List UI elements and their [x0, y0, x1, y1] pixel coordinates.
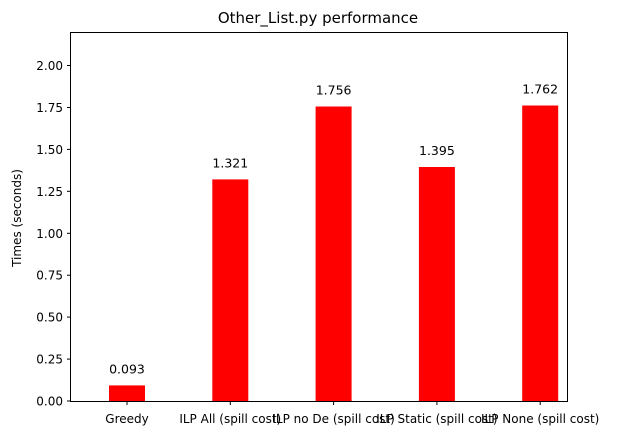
x-tick-label-2: ILP All (spill cost)	[179, 412, 281, 426]
bar-value-label-3: 1.756	[316, 83, 352, 98]
bar-1	[109, 385, 145, 401]
bar-2	[212, 179, 249, 401]
y-tick-label-6: 1.25	[36, 185, 63, 199]
y-tick-label-3: 0.50	[36, 311, 63, 325]
bar-3	[315, 106, 352, 401]
bar-value-label-1: 0.093	[109, 361, 145, 376]
x-tick-label-1: Greedy	[105, 412, 148, 426]
y-tick-label-9: 2.00	[36, 59, 63, 73]
data-labels-group: 0.093 1.321 1.756 1.395 1.762	[109, 82, 558, 377]
bar-value-label-5: 1.762	[522, 82, 558, 97]
bar-value-label-2: 1.321	[212, 155, 248, 170]
bars-group	[109, 105, 559, 401]
y-tick-label-2: 0.25	[36, 353, 63, 367]
y-tick-label-7: 1.50	[36, 143, 63, 157]
chart-title: Other_List.py performance	[218, 9, 418, 28]
bar-4	[418, 167, 455, 401]
y-ticks-group: 0.00 0.25 0.50 0.75 1.00 1.25 1.50 1.75 2.00	[36, 59, 71, 409]
y-tick-label-8: 1.75	[36, 101, 63, 115]
y-tick-label-5: 1.00	[36, 227, 63, 241]
x-tick-label-3: ILP no De (spill cost)	[272, 412, 394, 426]
x-tick-label-5: ILP None (spill cost)	[481, 412, 599, 426]
plot-frame	[70, 32, 568, 402]
bar-value-label-4: 1.395	[419, 143, 455, 158]
y-tick-label-4: 0.75	[36, 269, 63, 283]
bar-5	[522, 105, 559, 401]
y-tick-label-1: 0.00	[36, 395, 63, 409]
x-ticks-group: Greedy ILP All (spill cost)ILP no De (spi…	[105, 401, 599, 426]
x-tick-label-4: ILP Static (spill cost)	[376, 412, 497, 426]
y-axis-label: Times (seconds)	[10, 169, 24, 268]
